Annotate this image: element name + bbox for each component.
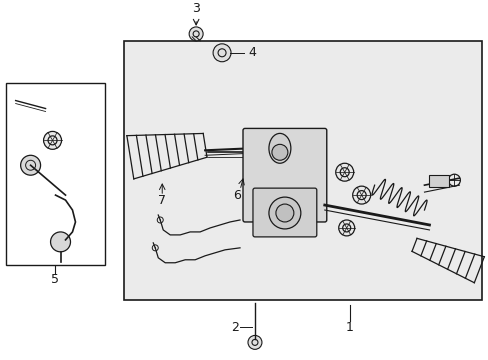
Bar [124, 41, 481, 300]
Circle shape [275, 204, 293, 222]
Circle shape [352, 186, 370, 204]
Circle shape [50, 232, 70, 252]
Text: 2: 2 [231, 321, 239, 334]
Text: 1: 1 [345, 321, 353, 334]
Text: 7: 7 [158, 194, 166, 207]
FancyBboxPatch shape [243, 129, 326, 222]
Text: 4: 4 [247, 46, 255, 59]
Text: 5: 5 [50, 273, 59, 286]
Circle shape [268, 197, 300, 229]
Ellipse shape [268, 134, 290, 163]
Bar [428, 175, 448, 187]
Circle shape [271, 144, 287, 160]
Text: 6: 6 [233, 189, 241, 202]
Text: 3: 3 [192, 3, 200, 15]
FancyBboxPatch shape [252, 188, 316, 237]
Circle shape [43, 131, 61, 149]
Circle shape [335, 163, 353, 181]
Circle shape [247, 336, 262, 349]
Bar [6, 83, 105, 265]
Circle shape [20, 155, 41, 175]
Circle shape [338, 220, 354, 236]
Circle shape [189, 27, 203, 41]
Circle shape [213, 44, 230, 62]
